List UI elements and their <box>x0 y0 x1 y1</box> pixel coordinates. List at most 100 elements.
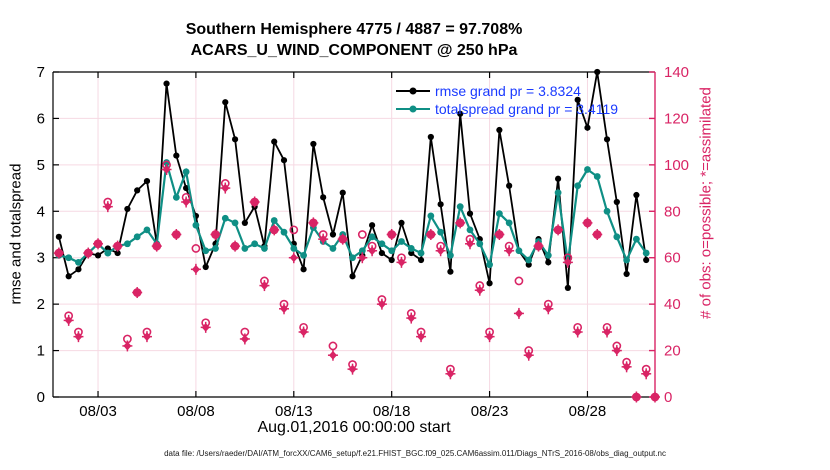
point-assimilated <box>112 240 123 252</box>
point-assimilated <box>543 303 554 315</box>
rmse-legend-label: rmse grand pr = 3.8324 <box>435 83 581 99</box>
point-assimilated <box>132 287 143 299</box>
point-totalspread <box>300 251 307 259</box>
tick-label-layer: 0 1 2 3 4 5 6 7 0 20 40 60 80 100 120 140 08/03 08/08 08/1… <box>37 64 689 420</box>
star-diamond-body <box>426 230 435 239</box>
star-diamond-body <box>94 239 103 249</box>
point-assimilated <box>553 224 564 236</box>
x-tick-label: 08/18 <box>373 403 411 420</box>
star-diamond-body <box>465 239 474 249</box>
star-diamond-body <box>495 230 504 239</box>
star-diamond-body <box>240 334 249 344</box>
left-tick-label: 5 <box>37 157 45 174</box>
right-tick-label: 100 <box>664 157 689 174</box>
right-tick-label: 120 <box>664 110 689 127</box>
point-totalspread <box>476 240 484 248</box>
point-assimilated <box>190 263 201 275</box>
star-diamond-body <box>642 369 651 379</box>
point-rmse <box>525 261 532 268</box>
point-assimilated <box>582 217 593 229</box>
left-tick-label: 6 <box>37 110 45 127</box>
left-tick-label: 4 <box>37 203 45 220</box>
point-rmse <box>545 259 552 266</box>
point-rmse <box>310 140 317 148</box>
point-totalspread <box>398 238 405 245</box>
point-totalspread <box>358 247 366 255</box>
right-tick-label: 0 <box>664 389 672 406</box>
point-rmse <box>134 187 141 194</box>
point-rmse <box>55 233 62 240</box>
point-totalspread <box>437 228 445 236</box>
star-diamond-body <box>113 241 122 251</box>
right-tick-label: 60 <box>664 250 681 267</box>
x-tick-label: 08/28 <box>569 403 607 420</box>
star-diamond-body <box>651 392 659 402</box>
point-rmse <box>437 201 444 208</box>
point-assimilated <box>210 229 221 240</box>
point-totalspread <box>525 256 533 264</box>
point-assimilated <box>308 217 319 229</box>
point-assimilated <box>435 245 446 257</box>
point-rmse <box>183 184 190 192</box>
star-diamond-body <box>417 332 426 342</box>
point-totalspread <box>133 233 141 241</box>
series-layer <box>53 68 660 403</box>
point-assimilated <box>73 331 84 343</box>
point-assimilated <box>602 326 613 338</box>
star-diamond-body <box>250 197 259 207</box>
point-rmse <box>222 99 229 106</box>
point-assimilated <box>406 312 417 324</box>
x-axis-label: Aug.01,2016 00:00:00 start <box>257 419 451 436</box>
point-rmse <box>280 157 288 164</box>
point-assimilated <box>621 361 632 373</box>
point-totalspread <box>388 247 396 255</box>
point-totalspread <box>261 245 268 252</box>
x-tick-label: 08/23 <box>471 403 509 420</box>
point-rmse <box>633 191 640 199</box>
star-diamond-body <box>534 241 543 251</box>
point-rmse <box>369 222 376 229</box>
star-diamond-body <box>358 253 367 263</box>
star-diamond-body <box>456 218 465 228</box>
point-assimilated <box>513 307 524 319</box>
point-assimilated <box>63 314 74 326</box>
point-rmse <box>398 219 405 226</box>
totalspread-legend-marker <box>396 105 430 113</box>
star-diamond-body <box>162 165 171 174</box>
point-rmse <box>173 152 180 159</box>
point-assimilated <box>464 238 475 250</box>
point-rmse <box>554 175 562 182</box>
star-diamond-body <box>485 332 494 342</box>
star-diamond-body <box>573 327 582 337</box>
point-rmse <box>94 252 102 259</box>
point-rmse <box>75 266 82 273</box>
legend-entry-totalspread: totalspread grand pr = 3.4119 <box>396 101 618 117</box>
point-assimilated <box>650 391 660 403</box>
point-assimilated <box>523 349 534 361</box>
star-diamond-body <box>338 234 347 244</box>
point-totalspread <box>633 235 640 243</box>
point-totalspread <box>613 233 621 241</box>
point-rmse <box>574 96 581 103</box>
star-diamond-body <box>436 246 445 256</box>
point-possible <box>191 244 201 253</box>
star-diamond-body <box>524 350 533 360</box>
star-diamond-body <box>54 248 63 258</box>
point-rmse <box>613 198 620 206</box>
star-diamond-body <box>191 264 200 274</box>
point-rmse <box>623 270 630 278</box>
point-assimilated <box>572 326 583 338</box>
point-assimilated <box>161 164 172 175</box>
right-tick-label: 140 <box>664 64 689 81</box>
point-assimilated <box>376 298 387 310</box>
left-tick-label: 2 <box>37 296 45 313</box>
right-tick-label: 40 <box>664 296 681 313</box>
rmse-legend-marker <box>396 87 430 95</box>
point-totalspread <box>231 219 239 227</box>
point-totalspread <box>368 233 376 241</box>
point-rmse <box>65 273 72 280</box>
point-totalspread <box>554 189 562 197</box>
point-assimilated <box>181 196 192 208</box>
point-assimilated <box>416 331 427 343</box>
point-rmse <box>594 68 601 76</box>
